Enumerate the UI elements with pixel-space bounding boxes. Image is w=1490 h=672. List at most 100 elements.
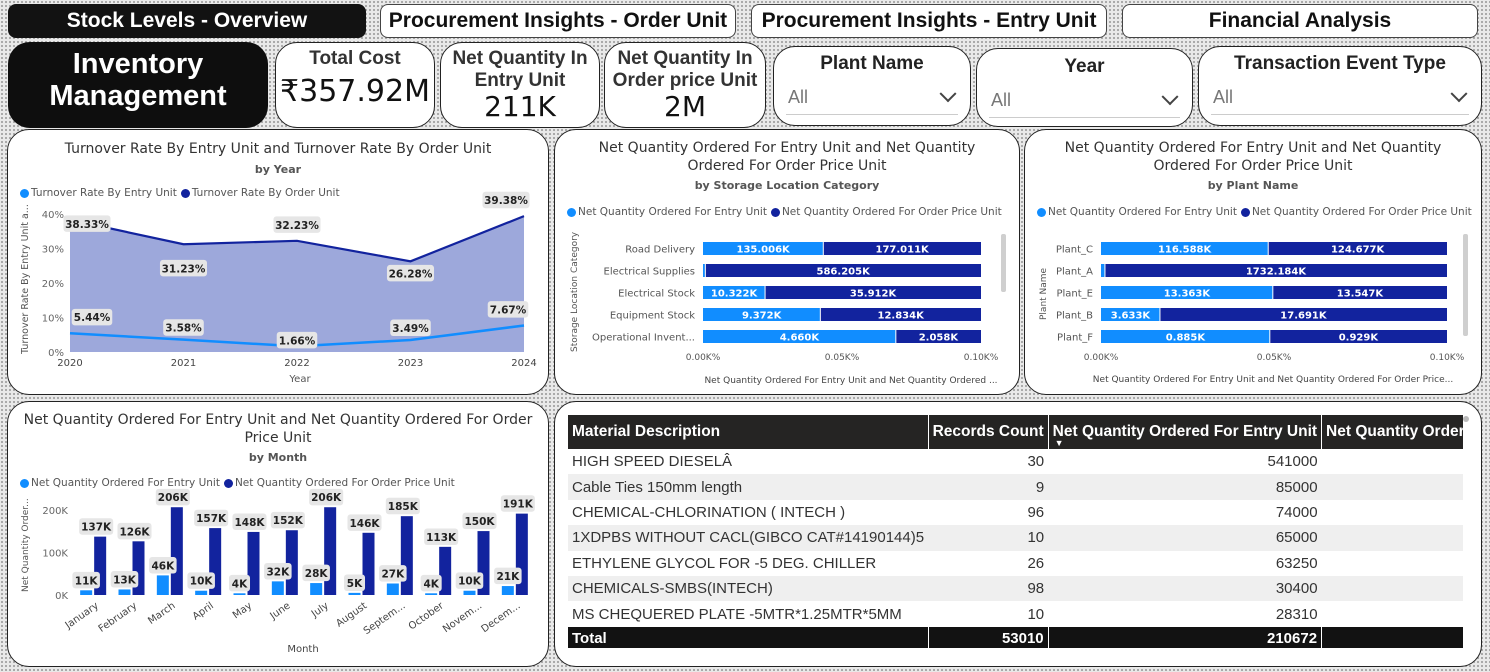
entry-data-label: 32K — [266, 566, 290, 578]
plant-dropdown[interactable]: All — [786, 81, 958, 115]
order-data-label: 206K — [158, 492, 189, 504]
order-data-label: 31.23% — [162, 263, 206, 275]
order-line — [69, 215, 525, 263]
order-data-label-bg — [482, 191, 530, 209]
entry-bar — [271, 581, 284, 595]
order-data-label: 39.38% — [484, 195, 528, 207]
entry-data-label: 3.58% — [165, 323, 202, 335]
entry-bar — [80, 590, 93, 595]
cell-net-qty-order — [1321, 525, 1463, 551]
order-bar — [170, 507, 183, 595]
legend-dot-entry — [20, 188, 29, 198]
order-data-label: 126K — [119, 526, 150, 538]
cell-records-count: 10 — [928, 525, 1049, 551]
x-tick-label: 2021 — [171, 358, 196, 369]
scrollbar[interactable] — [1463, 416, 1469, 422]
turnover-chart-card: Turnover Rate By Entry Unit and Turnover… — [7, 129, 549, 395]
slicer-transaction-type: Transaction Event Type All — [1198, 46, 1482, 126]
cell-records-count: 9 — [928, 474, 1049, 500]
order-bar — [895, 330, 981, 343]
cell-net-qty-entry: 65000 — [1048, 525, 1322, 551]
x-tick-label: 0.05K% — [825, 353, 860, 363]
table-row[interactable]: HIGH SPEED DIESELÂ 30 541000 — [568, 449, 1463, 474]
order-data-label: 177.011K — [875, 245, 930, 256]
slicer-year: Year All — [976, 48, 1193, 127]
kpi-value: 211K — [484, 90, 556, 123]
y-tick-label: 10% — [42, 314, 64, 325]
scrollbar[interactable] — [1001, 234, 1006, 292]
column-header-label: Net Quantity Ordered For Entry Unit — [1052, 423, 1318, 440]
entry-data-label-bg — [343, 574, 366, 591]
entry-bar — [118, 589, 131, 595]
entry-data-label: 9.372K — [742, 311, 783, 322]
entry-data-label: 3.49% — [392, 323, 429, 335]
table-row[interactable]: ETHYLENE GLYCOL FOR -5 DEG. CHILLER 26 632… — [568, 551, 1463, 576]
column-header-material[interactable]: Material Description — [568, 415, 929, 449]
table-total-row: Total 53010 210672 — [568, 626, 1463, 648]
table-header-row: Material Description Records Count Net Q… — [568, 415, 1463, 449]
slicer-label: Transaction Event Type — [1234, 53, 1446, 74]
entry-data-label-bg — [149, 557, 177, 574]
order-bar — [439, 546, 452, 595]
column-header-net-qty-order[interactable]: Net Quantity Ordered — [1321, 415, 1463, 449]
x-axis-title: Year — [288, 374, 311, 385]
kpi-label-line1: Net Quantity In — [452, 48, 588, 69]
x-tick-label: 2023 — [398, 358, 423, 369]
order-data-label-bg — [232, 513, 267, 531]
entry-data-label: 13K — [113, 574, 137, 586]
kpi-label: Net Quantity In Order price Unit — [605, 48, 765, 92]
table-row[interactable]: MS CHEQUERED PLATE -5MTR*1.25MTR*5MM 10 28… — [568, 601, 1463, 626]
legend-label-entry: Net Quantity Ordered For Entry Unit — [31, 477, 220, 489]
legend-dot-entry — [567, 207, 576, 217]
entry-data-label: 46K — [151, 560, 175, 572]
table-row[interactable]: CHEMICALS-SMBS(INTECH) 98 30400 — [568, 575, 1463, 602]
transaction-dropdown[interactable]: All — [1211, 81, 1469, 115]
cell-records-count: 96 — [1027, 503, 1045, 521]
category-label: Road Delivery — [625, 245, 695, 256]
entry-data-label: 10K — [458, 576, 482, 588]
x-tick-label: January — [63, 600, 101, 631]
tab-procurement-entry-unit[interactable]: Procurement Insights - Entry Unit — [751, 4, 1107, 38]
cell-material-description: ETHYLENE GLYCOL FOR -5 DEG. CHILLER — [572, 554, 877, 572]
order-data-label-bg — [155, 488, 190, 506]
y-tick-label: 100K — [42, 548, 68, 559]
chart-title-line1: Net Quantity Ordered For Entry Unit and … — [598, 140, 976, 156]
month-bar-chart: Net Quantity Order... Month 200K 100K 0K 11… — [21, 488, 535, 655]
chart-title: Net Quantity Ordered For Entry Unit and … — [1025, 139, 1481, 175]
x-tick-label: April — [191, 600, 216, 622]
x-tick-label: Septem... — [362, 600, 408, 637]
tab-procurement-order-unit[interactable]: Procurement Insights - Order Unit — [380, 4, 736, 38]
order-bar — [1268, 242, 1447, 255]
legend-label-order: Turnover Rate By Order Unit — [191, 187, 340, 199]
x-axis-title: Month — [287, 644, 318, 655]
cell-net-qty-order — [1321, 474, 1463, 500]
x-tick-label: February — [97, 600, 140, 634]
entry-data-label-bg — [187, 572, 215, 589]
table-row[interactable]: 1XDPBS WITHOUT CACL(GIBCO CAT#14190144)5… — [568, 525, 1463, 551]
kpi-label: Net Quantity In Entry Unit — [441, 48, 599, 92]
table-row[interactable]: CHEMICAL-CHLORINATION ( INTECH ) 96 74000 — [568, 500, 1463, 525]
slicer-plant-name: Plant Name All — [773, 46, 971, 126]
tab-financial-analysis[interactable]: Financial Analysis — [1122, 4, 1478, 38]
y-tick-label: 200K — [42, 506, 68, 517]
tab-stock-levels[interactable]: Stock Levels - Overview — [8, 4, 366, 38]
column-header-records-count[interactable]: Records Count — [928, 415, 1049, 449]
cell-net-qty-entry: 541000 — [1267, 453, 1318, 471]
order-bar — [362, 532, 375, 595]
entry-bar — [195, 590, 208, 595]
x-tick-label: March — [146, 600, 177, 626]
order-data-label: 0.929K — [1339, 333, 1380, 344]
x-axis-title: Net Quantity Ordered For Entry Unit and … — [1093, 375, 1453, 385]
scrollbar[interactable] — [1463, 234, 1468, 336]
cell-material-description: CHEMICALS-SMBS(INTECH) — [568, 575, 929, 602]
year-dropdown[interactable]: All — [989, 84, 1180, 118]
order-data-label: 206K — [311, 492, 342, 504]
entry-data-label: 4K — [232, 578, 248, 590]
x-tick-label: 2024 — [511, 358, 536, 369]
table-row[interactable]: Cable Ties 150mm length 9 85000 — [568, 474, 1463, 500]
cell-net-qty-order — [1321, 575, 1463, 602]
column-header-net-qty-entry[interactable]: Net Quantity Ordered For Entry Unit ▼ — [1048, 415, 1323, 449]
entry-data-label-bg — [276, 331, 318, 349]
entry-bar — [1101, 286, 1273, 299]
entry-bar — [703, 264, 706, 277]
